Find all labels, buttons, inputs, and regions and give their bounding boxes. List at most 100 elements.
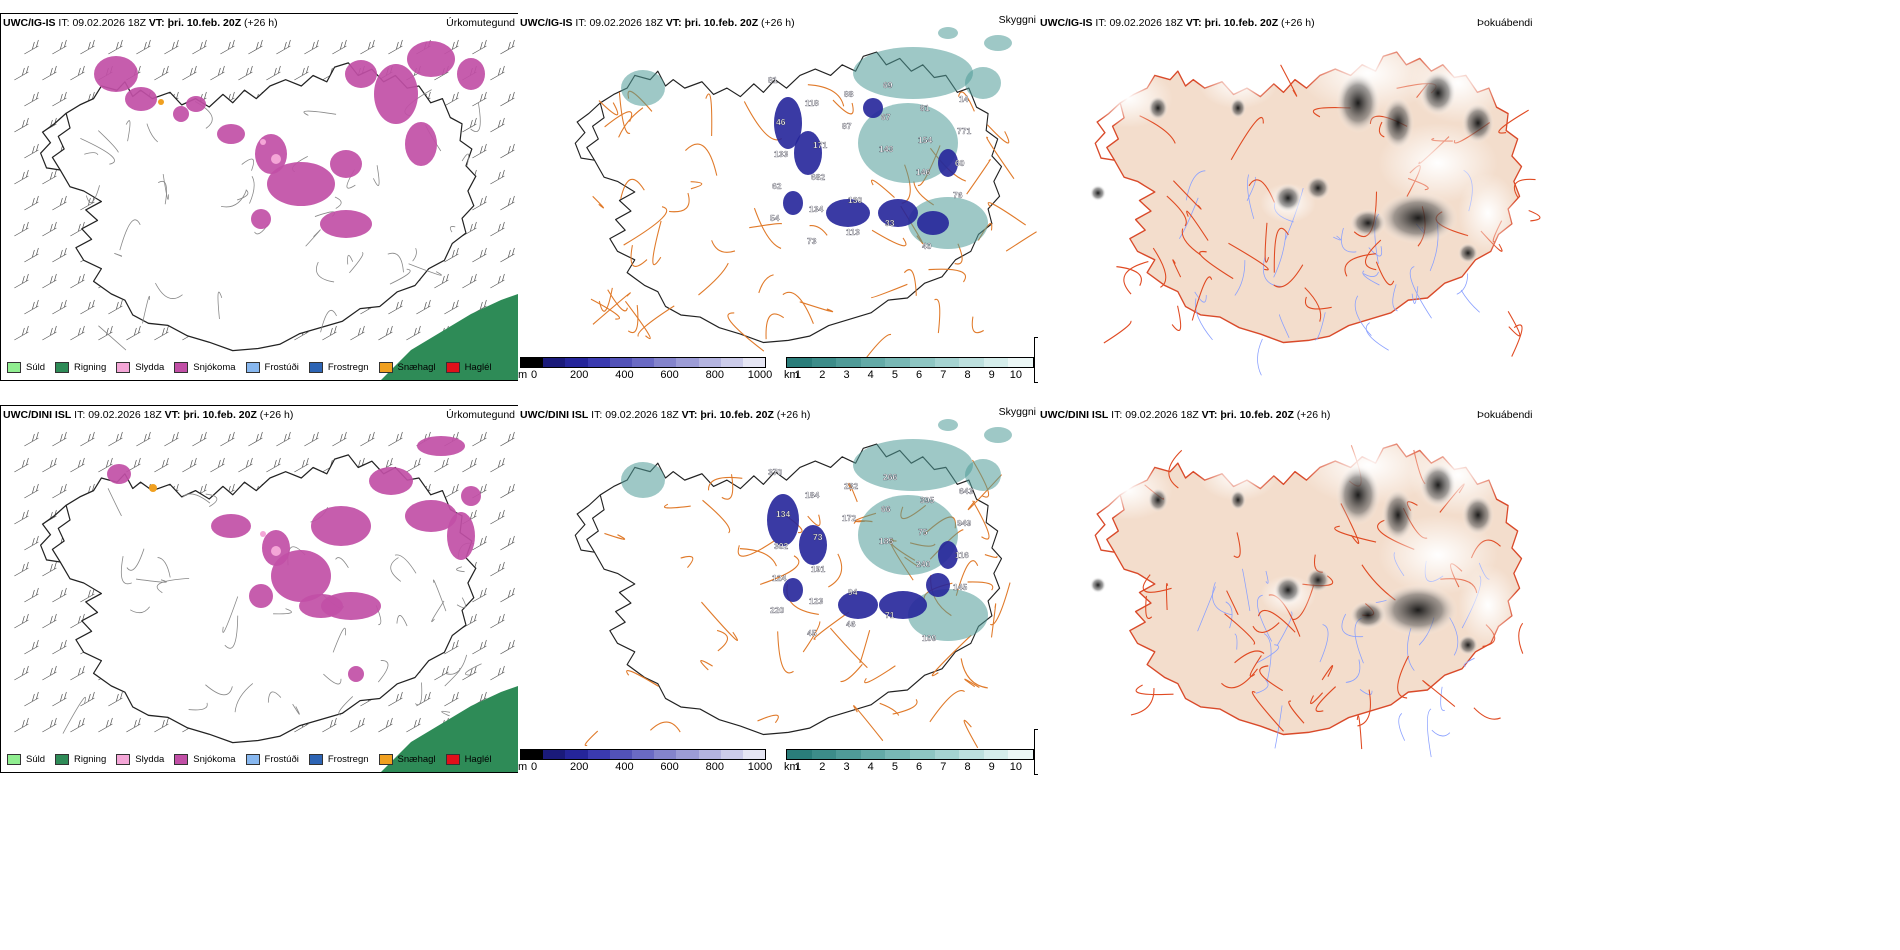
scale-tick-label: 7 — [940, 369, 947, 381]
cloud-base-label: 62 — [772, 181, 782, 191]
cloud-base-label: 771 — [957, 126, 971, 136]
legend-item: Snjókoma — [174, 754, 236, 765]
scale-color-step — [934, 750, 960, 759]
panel-header: UWC/DINI ISL IT: 09.02.2026 18Z VT: þri.… — [3, 409, 294, 421]
scale-color-step — [631, 750, 655, 759]
scale-color-step — [654, 750, 677, 759]
scale-tick-label: 600 — [660, 369, 679, 381]
legend-swatch — [55, 754, 70, 765]
scale-color-step — [811, 358, 837, 367]
cloud-base-scale: m 0 200 400 600 800 1000 — [518, 749, 772, 774]
scale-tick-label: 1 — [795, 761, 802, 773]
legend-item: Rigning — [55, 754, 106, 765]
cloud-base-label: 45 — [807, 628, 817, 638]
cloud-base-label: 87 — [842, 121, 852, 131]
fog-map — [1083, 33, 1541, 376]
legend-swatch — [7, 362, 21, 373]
scale-color-step — [720, 750, 743, 759]
legend-label: Frostregn — [327, 754, 369, 765]
fog-panel-top: UWC/IG-IS IT: 09.02.2026 18Z VT: þri. 10… — [1038, 13, 1900, 383]
cloud-base-label: 40 — [922, 241, 932, 251]
scale-color-step — [934, 358, 960, 367]
cloud-base-scale: m 0 200 400 600 800 1000 — [518, 357, 772, 382]
scale-tick-label: 200 — [570, 761, 589, 773]
scale-tick-label: 3 — [843, 369, 850, 381]
scale-color-step — [698, 358, 721, 367]
scale-color-step — [860, 358, 886, 367]
cloud-base-label: 81 — [920, 103, 930, 113]
scale-tick-label: 0 — [530, 369, 538, 381]
scale-tick-label: 1 — [795, 369, 802, 381]
legend-item: Frostúði — [245, 362, 299, 373]
scale-color-step — [587, 358, 610, 367]
cloud-base-label: 14 — [959, 94, 969, 104]
cloud-base-label: 67 — [881, 112, 891, 122]
scale-tick-label: 6 — [916, 369, 923, 381]
scale-color-step — [654, 358, 677, 367]
legend-label: Súld — [26, 362, 46, 373]
cloud-base-label: 73 — [807, 236, 817, 246]
scale-color-step — [885, 750, 910, 759]
scale-tick-labels: km 1 2 3 4 5 6 7 8 9 10 — [784, 760, 1034, 774]
cloud-base-label: 116 — [955, 550, 969, 560]
scale-color-step — [860, 750, 886, 759]
legend-label: Snæhagl — [397, 362, 436, 373]
scale-unit: m — [518, 761, 528, 773]
legend-item: Snjókoma — [174, 362, 236, 373]
cloud-base-label: 94 — [848, 587, 858, 597]
cloud-base-label: 184 — [805, 490, 819, 500]
scale-color-step — [836, 750, 861, 759]
cloud-map: 370 184 172 185 240 145 220 45 232 66 75 116 124 123 4… — [574, 419, 1012, 749]
cloud-base-label: 949 — [957, 518, 971, 528]
cloud-base-label: 302 — [774, 541, 788, 551]
legend-item: Haglél — [445, 754, 492, 765]
legend-item: Frostregn — [308, 362, 369, 373]
cloud-base-label: 69 — [883, 80, 893, 90]
scale-tick-label: 4 — [867, 369, 874, 381]
scale-color-step — [983, 750, 1009, 759]
cloud-base-label: 191 — [811, 564, 825, 574]
scale-color-step — [565, 750, 588, 759]
cloud-base-label: 109 — [922, 633, 936, 643]
precip-panel-bottom: UWC/DINI ISL IT: 09.02.2026 18Z VT: þri.… — [0, 405, 519, 773]
scale-tick-label: 400 — [615, 761, 634, 773]
cloud-base-label: 134 — [776, 509, 790, 519]
cloud-base-label: 682 — [811, 172, 825, 182]
cloud-base-label: 232 — [844, 481, 858, 491]
panel-title: Þokuábendi — [1477, 17, 1533, 29]
cloud-base-label: 60 — [955, 158, 965, 168]
scale-color-step — [609, 358, 632, 367]
legend-label: Snæhagl — [397, 754, 436, 765]
scale-tick-label: 10 — [1009, 369, 1023, 381]
scale-tick-label: 7 — [940, 761, 947, 773]
legend-item: Rigning — [55, 362, 106, 373]
panel-header: UWC/IG-IS IT: 09.02.2026 18Z VT: þri. 10… — [3, 17, 278, 29]
cloud-base-label: 395 — [920, 495, 934, 505]
precip-map — [14, 431, 518, 772]
cloud-base-label: 73 — [813, 532, 823, 542]
legend-item: Frostúði — [245, 754, 299, 765]
legend-item: Súld — [7, 754, 45, 765]
scale-color-step — [909, 750, 935, 759]
precip-legend: Súld Rigning Slydda Snjókoma Frostúði Frostre… — [7, 754, 492, 765]
legend-label: Frostúði — [264, 754, 299, 765]
cloud-panel-bottom: UWC/DINI ISL IT: 09.02.2026 18Z VT: þri.… — [518, 405, 1090, 775]
cloud-base-label: 46 — [846, 619, 856, 629]
scale-color-step — [1008, 358, 1033, 367]
scale-color-step — [787, 358, 812, 367]
legend-label: Snjókoma — [193, 754, 236, 765]
visibility-scale: km 1 2 3 4 5 6 7 8 9 10 — [784, 749, 1034, 774]
legend-swatch — [308, 754, 323, 765]
scale-tick-label: 1000 — [747, 761, 773, 773]
cloud-base-label: 124 — [772, 573, 786, 583]
scale-tick-label: 800 — [705, 369, 724, 381]
scale-tick-labels: m 0 200 400 600 800 1000 — [518, 760, 772, 774]
scale-tick-label: 600 — [660, 761, 679, 773]
scale-color-step — [742, 358, 766, 367]
legend-item: Snæhagl — [378, 754, 436, 765]
scale-color-step — [811, 750, 837, 759]
panel-title: Þokuábendi — [1477, 409, 1533, 421]
scale-tick-label: 5 — [891, 761, 898, 773]
panel-title: Úrkomutegund — [446, 17, 515, 29]
scale-tick-label: 3 — [843, 761, 850, 773]
